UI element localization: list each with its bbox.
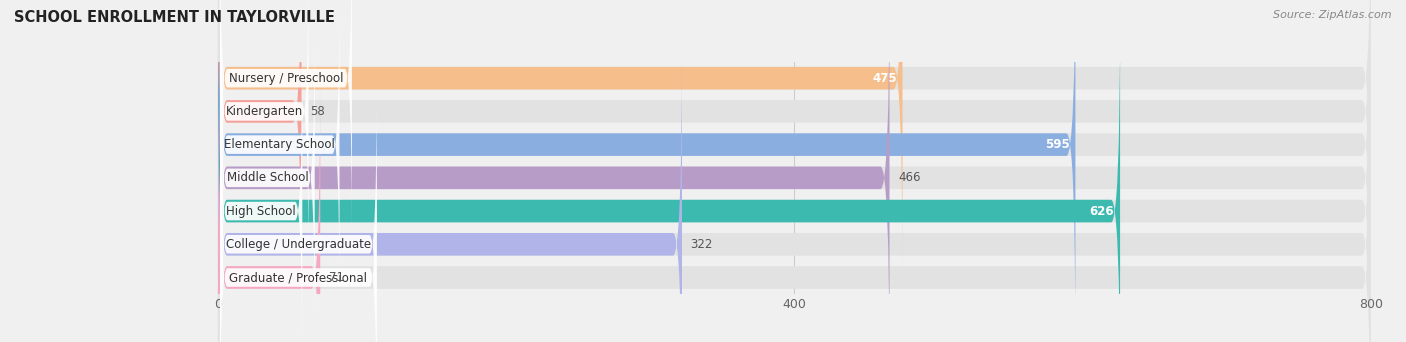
Text: 322: 322 <box>690 238 713 251</box>
Text: 71: 71 <box>329 271 344 284</box>
Text: Nursery / Preschool: Nursery / Preschool <box>229 72 343 85</box>
FancyBboxPatch shape <box>218 0 1076 341</box>
FancyBboxPatch shape <box>218 15 1371 342</box>
Text: 595: 595 <box>1045 138 1070 151</box>
Text: 58: 58 <box>311 105 325 118</box>
Text: College / Undergraduate: College / Undergraduate <box>226 238 371 251</box>
Text: Graduate / Professional: Graduate / Professional <box>229 271 367 284</box>
FancyBboxPatch shape <box>218 0 301 307</box>
FancyBboxPatch shape <box>221 54 302 342</box>
Text: Source: ZipAtlas.com: Source: ZipAtlas.com <box>1274 10 1392 20</box>
FancyBboxPatch shape <box>218 48 1371 342</box>
FancyBboxPatch shape <box>218 0 1371 274</box>
FancyBboxPatch shape <box>218 0 1371 307</box>
FancyBboxPatch shape <box>221 0 339 301</box>
FancyBboxPatch shape <box>218 0 903 274</box>
FancyBboxPatch shape <box>221 88 377 342</box>
Text: 466: 466 <box>898 171 921 184</box>
FancyBboxPatch shape <box>218 0 890 342</box>
Text: 475: 475 <box>872 72 897 85</box>
Text: 626: 626 <box>1090 205 1115 218</box>
FancyBboxPatch shape <box>221 21 315 334</box>
Text: Elementary School: Elementary School <box>225 138 335 151</box>
FancyBboxPatch shape <box>221 121 377 342</box>
Text: Middle School: Middle School <box>226 171 308 184</box>
FancyBboxPatch shape <box>218 48 682 342</box>
Text: Kindergarten: Kindergarten <box>226 105 302 118</box>
FancyBboxPatch shape <box>221 0 352 235</box>
Text: SCHOOL ENROLLMENT IN TAYLORVILLE: SCHOOL ENROLLMENT IN TAYLORVILLE <box>14 10 335 25</box>
FancyBboxPatch shape <box>218 81 321 342</box>
FancyBboxPatch shape <box>218 0 1371 341</box>
FancyBboxPatch shape <box>221 0 308 268</box>
FancyBboxPatch shape <box>218 0 1371 342</box>
FancyBboxPatch shape <box>218 81 1371 342</box>
Text: High School: High School <box>226 205 297 218</box>
FancyBboxPatch shape <box>218 15 1121 342</box>
